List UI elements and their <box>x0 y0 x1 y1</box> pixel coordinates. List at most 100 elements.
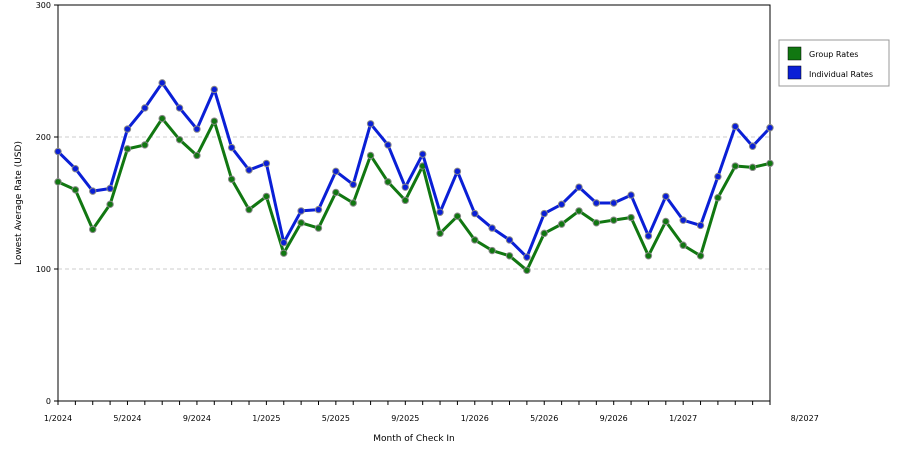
x-tick-label-1-2026: 1/2026 <box>461 414 489 423</box>
data-point-group-rates <box>662 217 670 226</box>
data-point-individual-rates <box>731 122 739 131</box>
legend-swatch-group-rates <box>787 46 802 61</box>
data-point-individual-rates <box>332 167 340 176</box>
data-point-group-rates <box>71 186 80 194</box>
axes <box>57 4 771 402</box>
data-point-individual-rates <box>679 216 687 224</box>
data-point-individual-rates <box>436 208 444 216</box>
data-point-group-rates <box>488 246 496 255</box>
data-point-individual-rates <box>714 172 722 181</box>
data-point-individual-rates <box>401 183 410 191</box>
series-line-group-rates <box>56 117 772 272</box>
data-point-individual-rates <box>210 85 218 94</box>
plot-area-frame <box>57 4 771 402</box>
data-point-individual-rates <box>193 125 201 133</box>
data-point-individual-rates <box>662 192 670 201</box>
data-point-group-rates <box>210 117 218 125</box>
data-point-individual-rates <box>523 253 531 261</box>
data-point-individual-rates <box>175 104 184 112</box>
x-tick-label-9-2026: 9/2026 <box>600 414 628 423</box>
data-point-group-rates <box>696 252 705 260</box>
data-point-individual-rates <box>627 191 635 199</box>
series-individual-rates <box>54 79 774 261</box>
y-tick-label-100: 100 <box>36 265 51 274</box>
data-point-individual-rates <box>575 183 583 191</box>
legend-swatch-individual-rates <box>787 65 802 80</box>
y-axis-ticks: 0 100 200 300 <box>36 1 58 406</box>
x-axis-ticks: 1/2024 5/2024 9/2024 1/2025 5/2025 9/2025 1/20… <box>44 401 819 423</box>
data-point-individual-rates <box>54 147 62 156</box>
data-point-group-rates <box>314 224 323 232</box>
series-layer <box>54 79 774 275</box>
data-point-group-rates <box>505 252 514 260</box>
data-point-individual-rates <box>245 166 253 174</box>
data-point-group-rates <box>557 220 566 228</box>
data-point-individual-rates <box>592 199 601 207</box>
data-point-group-rates <box>297 219 305 227</box>
x-tick-label-1-2025: 1/2025 <box>252 414 280 423</box>
data-point-group-rates <box>714 194 722 202</box>
data-point-group-rates <box>610 216 618 224</box>
data-point-group-rates <box>679 241 687 249</box>
data-point-individual-rates <box>366 120 375 128</box>
data-point-group-rates <box>575 207 583 215</box>
data-point-individual-rates <box>748 142 757 150</box>
data-point-individual-rates <box>644 232 653 240</box>
data-point-group-rates <box>349 199 357 207</box>
data-point-group-rates <box>245 205 253 214</box>
data-point-individual-rates <box>540 209 548 218</box>
legend: Group Rates Individual Rates <box>778 39 890 87</box>
data-point-individual-rates <box>227 143 236 152</box>
data-point-group-rates <box>748 163 757 172</box>
data-point-group-rates <box>227 175 236 183</box>
x-axis-title: Month of Check In <box>373 434 455 444</box>
data-point-group-rates <box>141 141 149 149</box>
data-point-individual-rates <box>696 221 705 230</box>
y-tick-label-200: 200 <box>36 133 51 142</box>
data-point-group-rates <box>332 188 340 197</box>
data-point-group-rates <box>123 145 132 153</box>
data-point-group-rates <box>366 151 375 160</box>
data-point-group-rates <box>401 196 410 205</box>
data-point-group-rates <box>540 229 548 238</box>
data-point-individual-rates <box>418 150 427 158</box>
data-point-individual-rates <box>610 199 618 207</box>
data-point-individual-rates <box>106 184 114 193</box>
x-tick-label-1-2027: 1/2027 <box>669 414 697 423</box>
data-point-individual-rates <box>141 104 149 112</box>
x-tick-label-9-2025: 9/2025 <box>391 414 419 423</box>
data-point-individual-rates <box>557 200 566 209</box>
data-point-individual-rates <box>314 205 323 214</box>
data-point-group-rates <box>175 135 184 144</box>
data-point-group-rates <box>523 266 531 275</box>
y-tick-label-300: 300 <box>36 1 51 10</box>
data-point-individual-rates <box>488 224 496 232</box>
data-point-group-rates <box>453 212 462 220</box>
data-point-group-rates <box>627 213 635 222</box>
legend-label-individual-rates: Individual Rates <box>809 70 873 79</box>
series-group-rates <box>54 114 774 275</box>
data-point-group-rates <box>644 252 653 260</box>
data-point-group-rates <box>731 162 739 170</box>
data-point-group-rates <box>766 159 774 168</box>
data-point-group-rates <box>436 229 444 238</box>
data-point-group-rates <box>89 225 97 234</box>
data-point-individual-rates <box>766 124 774 132</box>
legend-label-group-rates: Group Rates <box>809 50 858 59</box>
data-point-group-rates <box>592 219 601 227</box>
x-tick-label-9-2024: 9/2024 <box>183 414 211 423</box>
data-point-individual-rates <box>280 238 288 247</box>
y-axis-title: Lowest Average Rate (USD) <box>14 141 24 265</box>
data-point-individual-rates <box>89 187 97 195</box>
data-point-group-rates <box>280 249 288 257</box>
data-point-individual-rates <box>453 167 462 176</box>
data-point-individual-rates <box>505 236 514 244</box>
data-point-individual-rates <box>471 209 479 218</box>
data-point-group-rates <box>384 178 392 186</box>
y-tick-label-0: 0 <box>46 397 51 406</box>
series-line-individual-rates <box>56 81 772 259</box>
data-point-individual-rates <box>384 141 392 149</box>
data-point-group-rates <box>262 192 271 201</box>
x-tick-label-5-2024: 5/2024 <box>113 414 141 423</box>
